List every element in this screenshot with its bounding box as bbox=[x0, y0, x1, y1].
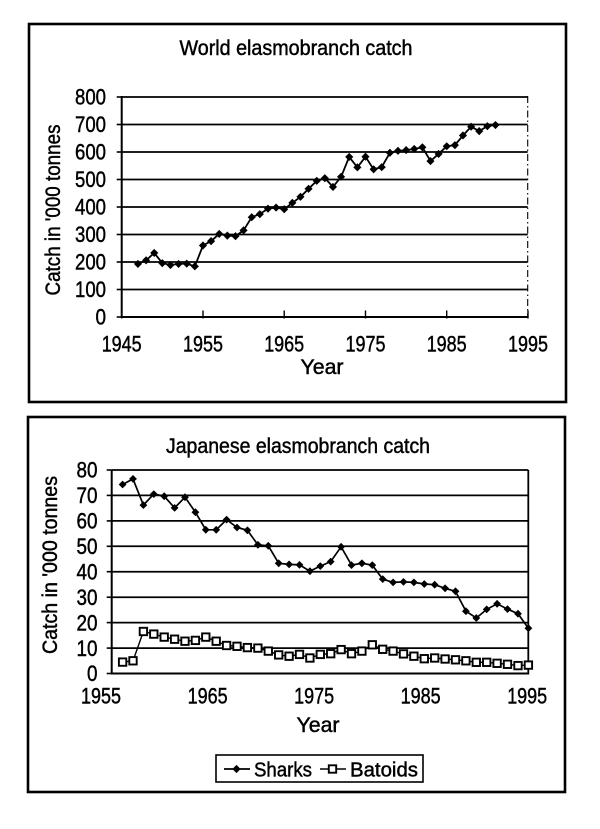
svg-text:10: 10 bbox=[77, 636, 98, 661]
svg-text:20: 20 bbox=[77, 610, 98, 635]
svg-text:Year: Year bbox=[301, 356, 344, 379]
svg-text:Catch in '000 tonnes: Catch in '000 tonnes bbox=[39, 476, 62, 654]
svg-text:1975: 1975 bbox=[294, 684, 334, 709]
svg-text:1985: 1985 bbox=[401, 684, 441, 709]
svg-text:80: 80 bbox=[77, 458, 98, 483]
svg-text:Year: Year bbox=[297, 714, 340, 737]
svg-text:World elasmobranch catch: World elasmobranch catch bbox=[180, 37, 413, 60]
svg-text:70: 70 bbox=[77, 483, 98, 508]
svg-text:Catch in '000 tonnes: Catch in '000 tonnes bbox=[42, 125, 65, 296]
svg-text:1965: 1965 bbox=[188, 684, 228, 709]
svg-text:500: 500 bbox=[75, 167, 106, 192]
svg-text:0: 0 bbox=[96, 305, 107, 330]
svg-text:1965: 1965 bbox=[264, 332, 304, 357]
svg-text:700: 700 bbox=[75, 112, 106, 137]
svg-text:Japanese elasmobranch catch: Japanese elasmobranch catch bbox=[166, 435, 430, 458]
svg-text:600: 600 bbox=[75, 140, 106, 165]
svg-text:40: 40 bbox=[77, 559, 98, 584]
svg-text:30: 30 bbox=[77, 585, 98, 610]
svg-text:60: 60 bbox=[77, 509, 98, 534]
svg-text:1995: 1995 bbox=[508, 332, 548, 357]
svg-text:1985: 1985 bbox=[427, 332, 467, 357]
svg-text:1975: 1975 bbox=[346, 332, 386, 357]
svg-text:Sharks: Sharks bbox=[254, 760, 312, 782]
svg-text:50: 50 bbox=[77, 534, 98, 559]
svg-text:300: 300 bbox=[75, 222, 106, 247]
svg-text:800: 800 bbox=[75, 85, 106, 110]
svg-text:1955: 1955 bbox=[183, 332, 223, 357]
svg-text:Batoids: Batoids bbox=[350, 760, 418, 782]
svg-text:0: 0 bbox=[87, 661, 98, 686]
svg-text:1995: 1995 bbox=[507, 684, 547, 709]
svg-text:400: 400 bbox=[75, 195, 106, 220]
svg-text:200: 200 bbox=[75, 250, 106, 275]
svg-text:1945: 1945 bbox=[102, 332, 142, 357]
svg-text:1955: 1955 bbox=[81, 684, 121, 709]
svg-text:100: 100 bbox=[75, 277, 106, 302]
